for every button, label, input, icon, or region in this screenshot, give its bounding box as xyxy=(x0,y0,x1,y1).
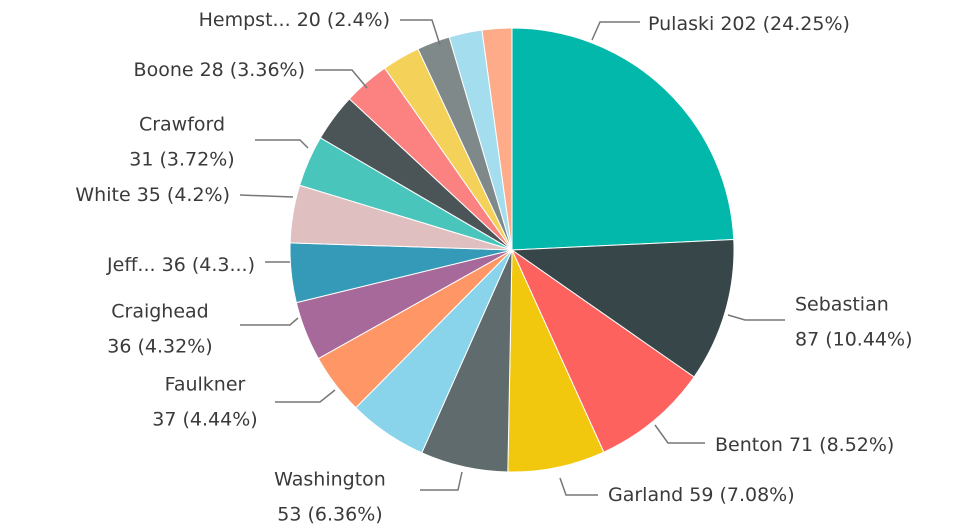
slice-label: Pulaski 202 (24.25%) xyxy=(648,13,850,35)
slice-name: Benton xyxy=(715,434,783,456)
slice-value: 59 (7.08%) xyxy=(689,484,794,506)
leader-line xyxy=(239,194,294,198)
slice-label: Garland 59 (7.08%) xyxy=(608,484,795,506)
slice-name: Hempst... xyxy=(199,9,291,31)
leader-line xyxy=(420,471,463,491)
pie-slice xyxy=(481,27,513,251)
leader-line xyxy=(255,139,309,149)
slice-name: Jeff... xyxy=(106,254,156,276)
leader-line xyxy=(315,69,368,89)
slice-value: 36 (4.32%) xyxy=(107,336,212,358)
slice-value: 37 (4.44%) xyxy=(152,409,257,431)
slice-value: 28 (3.36%) xyxy=(200,59,305,81)
slice-value: 35 (4.2%) xyxy=(137,184,230,206)
pie-slice xyxy=(510,239,735,378)
slice-value: 53 (6.36%) xyxy=(277,504,382,526)
leader-line xyxy=(275,389,336,403)
slice-label: Benton 71 (8.52%) xyxy=(715,434,894,456)
slice-label: Boone 28 (3.36%) xyxy=(134,59,305,81)
pie-slice xyxy=(511,27,735,251)
slice-value: 20 (2.4%) xyxy=(297,9,390,31)
slice-value: 36 (4.3...) xyxy=(162,254,255,276)
slice-name: Washington xyxy=(274,469,386,491)
slice-value: 31 (3.72%) xyxy=(129,149,234,171)
slice-name: White xyxy=(75,184,130,206)
leader-line xyxy=(240,317,299,326)
slice-value: 202 (24.25%) xyxy=(720,13,850,35)
slice-name: Boone xyxy=(134,59,194,81)
slice-label: Hempst... 20 (2.4%) xyxy=(199,9,390,31)
leader-line xyxy=(400,19,441,46)
slice-name: Craighead xyxy=(111,301,209,323)
slice-label: White 35 (4.2%) xyxy=(75,184,230,206)
leader-line xyxy=(559,477,598,496)
slice-name: Pulaski xyxy=(648,13,714,35)
leader-line xyxy=(591,21,640,41)
leader-line xyxy=(727,314,785,321)
slice-name: Crawford xyxy=(139,114,225,136)
pie-slice xyxy=(510,248,695,453)
slice-value: 87 (10.44%) xyxy=(795,329,913,351)
slice-name: Faulkner xyxy=(165,374,246,396)
slice-name: Sebastian xyxy=(795,294,889,316)
slice-name: Garland xyxy=(608,484,683,506)
slice-label: Jeff... 36 (4.3...) xyxy=(106,254,255,276)
slice-value: 71 (8.52%) xyxy=(789,434,894,456)
leader-line xyxy=(654,424,705,444)
